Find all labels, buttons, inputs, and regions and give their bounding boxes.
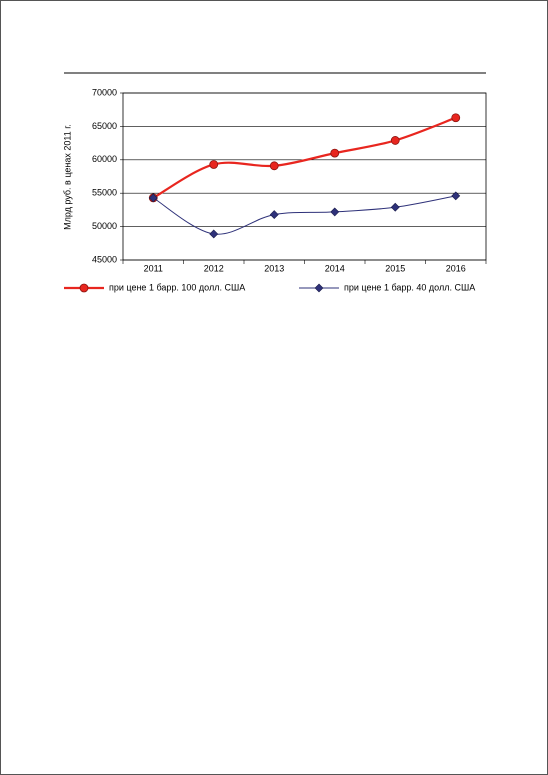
- point: [451, 113, 461, 123]
- point: [390, 202, 400, 212]
- legend-marker: [314, 283, 324, 293]
- y-tick-label: 60000: [92, 154, 117, 164]
- y-axis-label: Млрд руб. в ценах 2011 г.: [62, 124, 72, 230]
- plot-frame: [122, 92, 487, 261]
- x-tick-label: 2012: [204, 263, 224, 273]
- y-tick-label: 65000: [92, 121, 117, 131]
- point: [330, 207, 340, 217]
- point: [209, 229, 219, 239]
- y-tick-label: 50000: [92, 221, 117, 231]
- x-tick-label: 2015: [385, 263, 405, 273]
- point: [390, 136, 400, 145]
- x-tick-label: 2013: [264, 263, 284, 273]
- series-line: [152, 116, 457, 199]
- series-line: [152, 195, 456, 235]
- legend-label: при цене 1 барр. 40 долл. США: [344, 282, 475, 292]
- y-tick-label: 45000: [92, 254, 117, 264]
- y-tick-label: 70000: [92, 87, 117, 97]
- point: [330, 148, 340, 158]
- x-tick-label: 2011: [144, 263, 163, 273]
- x-tick-label: 2014: [325, 263, 345, 273]
- y-tick-label: 55000: [92, 188, 117, 198]
- legend-marker: [79, 283, 89, 293]
- x-tick-label: 2016: [446, 263, 466, 273]
- point: [148, 193, 158, 203]
- point: [209, 160, 219, 169]
- point: [451, 191, 461, 201]
- point: [269, 161, 279, 171]
- legend-label: при цене 1 барр. 100 долл. США: [109, 282, 245, 292]
- point: [269, 210, 279, 220]
